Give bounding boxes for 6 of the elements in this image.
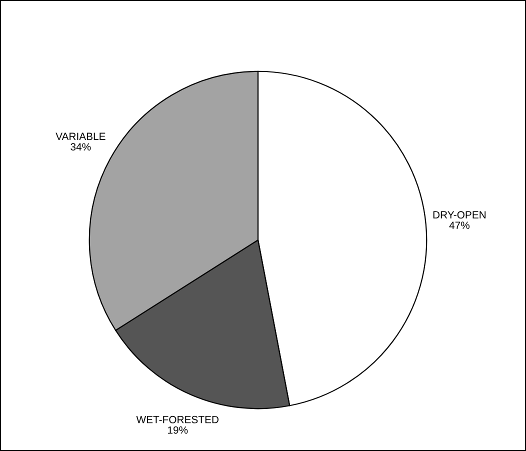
- data-label: 47%: [449, 222, 470, 229]
- data-label: 34%: [70, 143, 91, 151]
- slice-label: WET-FORESTED: [136, 416, 219, 424]
- data-label: 19%: [168, 426, 188, 434]
- slice-label: VARIABLE: [56, 132, 106, 140]
- slice-label: DRY-OPEN: [433, 211, 486, 219]
